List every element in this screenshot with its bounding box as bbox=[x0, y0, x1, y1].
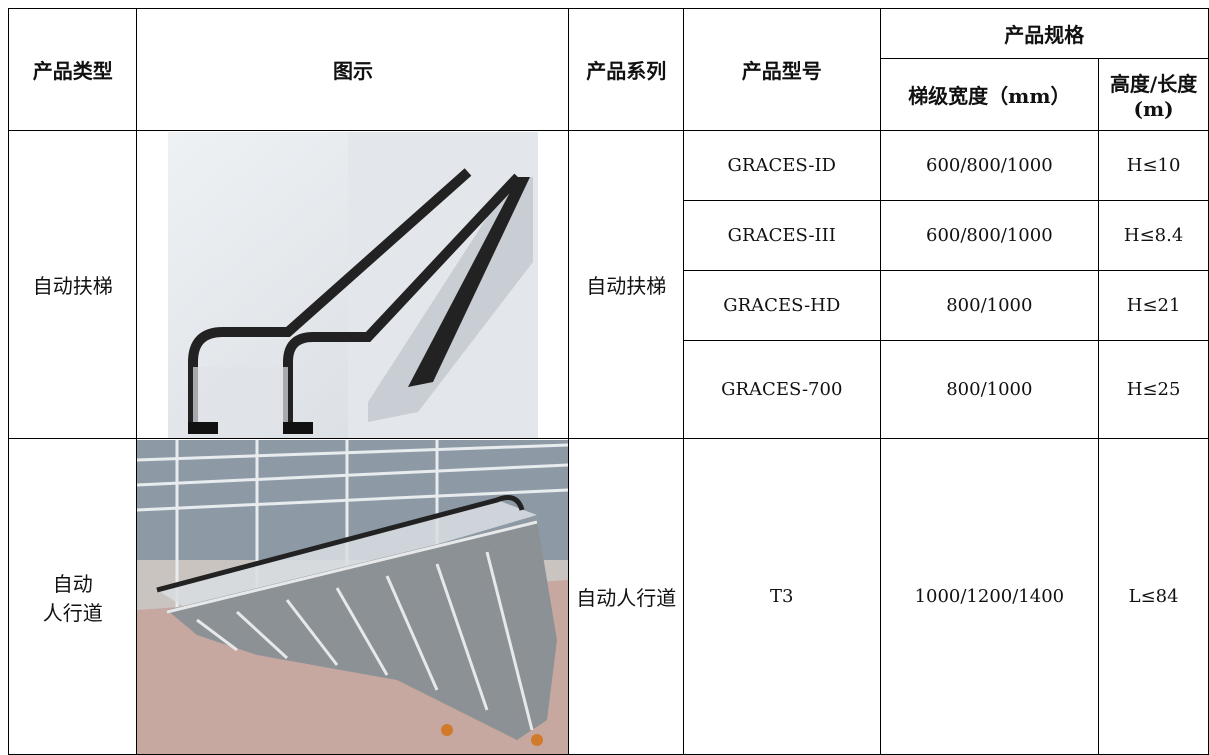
model-cell: T3 bbox=[683, 438, 881, 755]
height-cell: H≤10 bbox=[1098, 130, 1209, 201]
model-cell: GRACES-III bbox=[683, 200, 881, 271]
walkway-image bbox=[137, 439, 568, 754]
image-cell bbox=[136, 438, 570, 755]
width-cell: 600/800/1000 bbox=[879, 200, 1100, 271]
header-cell: 产品类型 bbox=[7, 8, 138, 131]
model-cell: GRACES-HD bbox=[683, 270, 881, 341]
header-cell: 高度/长度(m) bbox=[1098, 58, 1209, 131]
width-cell: 1000/1200/1400 bbox=[879, 438, 1100, 755]
header-cell: 产品系列 bbox=[568, 8, 685, 131]
width-cell: 800/1000 bbox=[879, 340, 1100, 439]
height-cell: H≤21 bbox=[1098, 270, 1209, 341]
product-table: 产品类型 图示 产品系列 产品型号 产品规格 梯级宽度（mm） 高度/长度(m)… bbox=[7, 8, 1209, 755]
width-cell: 600/800/1000 bbox=[879, 130, 1100, 201]
header-cell: 图示 bbox=[136, 8, 570, 131]
type-cell: 自动 人行道 bbox=[7, 438, 138, 755]
image-cell bbox=[136, 130, 570, 439]
height-cell: H≤8.4 bbox=[1098, 200, 1209, 271]
escalator-image bbox=[167, 131, 538, 438]
type-cell: 自动扶梯 bbox=[7, 130, 138, 439]
model-cell: GRACES-700 bbox=[683, 340, 881, 439]
series-cell: 自动人行道 bbox=[568, 438, 685, 755]
model-cell: GRACES-ID bbox=[683, 130, 881, 201]
header-cell: 产品规格 bbox=[879, 8, 1209, 59]
series-cell: 自动扶梯 bbox=[568, 130, 685, 439]
width-cell: 800/1000 bbox=[879, 270, 1100, 341]
header-cell: 梯级宽度（mm） bbox=[879, 58, 1100, 131]
header-cell: 产品型号 bbox=[683, 8, 881, 131]
height-cell: H≤25 bbox=[1098, 340, 1209, 439]
height-cell: L≤84 bbox=[1098, 438, 1209, 755]
